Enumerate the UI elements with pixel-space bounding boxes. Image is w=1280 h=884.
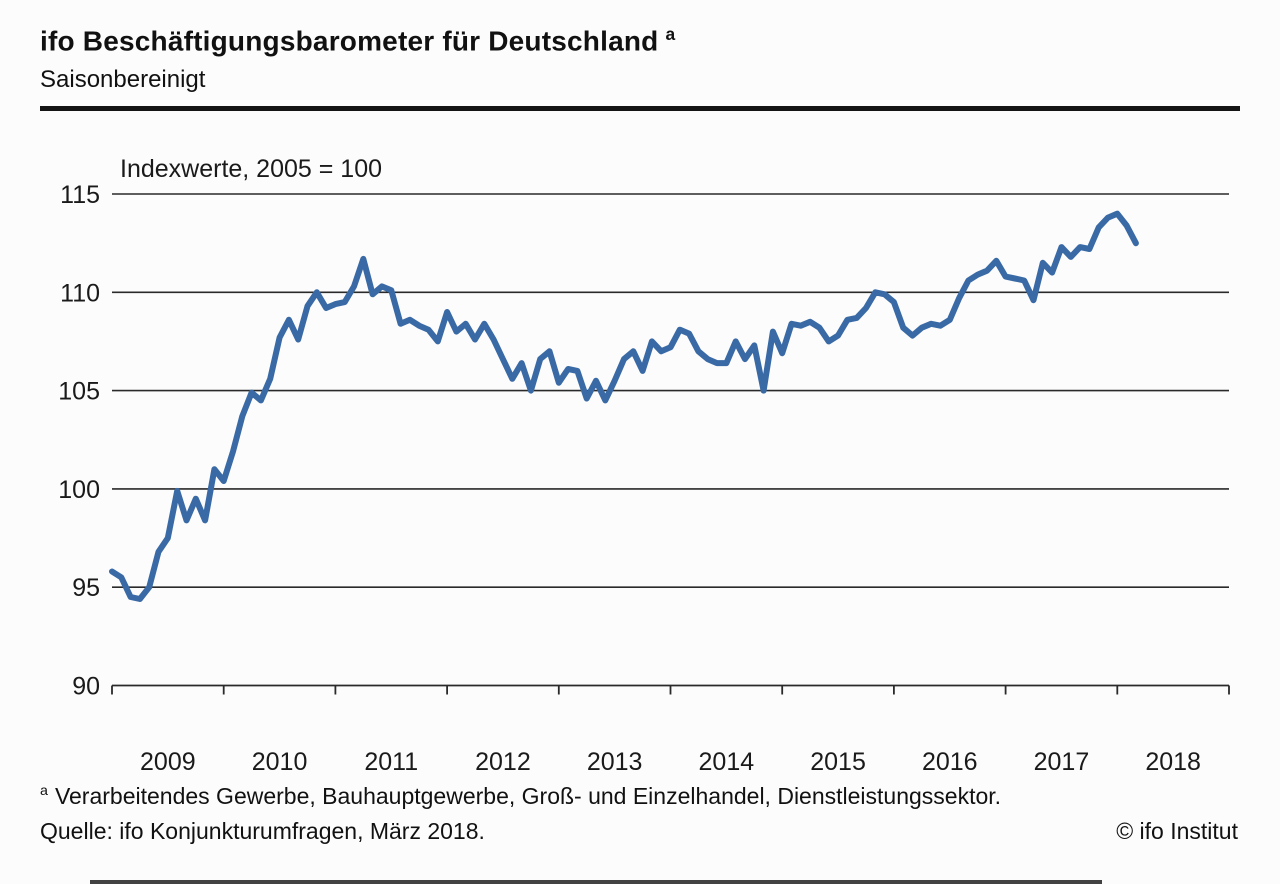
x-axis-label-2016: 2016: [922, 748, 978, 776]
y-axis-label-115: 115: [60, 181, 100, 209]
y-axis-label-105: 105: [58, 378, 100, 406]
x-axis-labels: 2009 2010 2011 2012 2013 2014 2015 2016 2017 2018: [140, 748, 1201, 776]
x-axis-ticks: [111, 685, 1230, 695]
footnote-marker: a: [40, 783, 48, 800]
y-axis-label-110: 110: [60, 279, 100, 307]
x-axis-label-2015: 2015: [810, 748, 866, 776]
gridlines: [112, 193, 1229, 589]
page-subtitle: Saisonbereinigt: [40, 66, 206, 93]
y-axis-label-95: 95: [72, 574, 100, 602]
footnote-text: Verarbeitendes Gewerbe, Bauhauptgewerbe,…: [54, 783, 1002, 809]
x-axis-label-2010: 2010: [252, 748, 308, 776]
y-axis-label-100: 100: [58, 476, 100, 504]
source-line: Quelle: ifo Konjunkturumfragen, März 201…: [40, 818, 485, 844]
x-axis-label-2014: 2014: [699, 748, 755, 776]
bottom-edge-artifact: [90, 880, 1102, 884]
x-axis-label-2013: 2013: [587, 748, 643, 776]
employment-barometer-chart: 115 110 105 100 95 90 2009 2010 2011 2012 2013 2014…: [58, 155, 1230, 776]
page-title: ifo Beschäftigungsbarometer für Deutschl…: [40, 24, 675, 57]
chart-annotation: Indexwerte, 2005 = 100: [120, 155, 382, 183]
chart-footnote: a Verarbeitendes Gewerbe, Bauhauptgewerbe…: [40, 783, 1001, 810]
copyright-line: © ifo Institut: [1116, 818, 1238, 844]
x-axis-label-2011: 2011: [364, 748, 418, 776]
x-axis-label-2018: 2018: [1145, 748, 1201, 776]
data-line: [109, 210, 1139, 602]
x-axis-label-2009: 2009: [140, 748, 196, 776]
y-axis-label-90: 90: [72, 673, 100, 701]
x-axis-label-2012: 2012: [475, 748, 531, 776]
line-chart: 115 110 105 100 95 90 2009 2010 2011 2012 2013 2014…: [0, 130, 1280, 790]
y-axis-labels: 115 110 105 100 95 90: [58, 181, 100, 701]
title-divider: [40, 106, 1240, 111]
x-axis-label-2017: 2017: [1034, 748, 1090, 776]
title-footnote-marker: a: [665, 24, 676, 44]
page-title-text: ifo Beschäftigungsbarometer für Deutschl…: [40, 25, 659, 57]
